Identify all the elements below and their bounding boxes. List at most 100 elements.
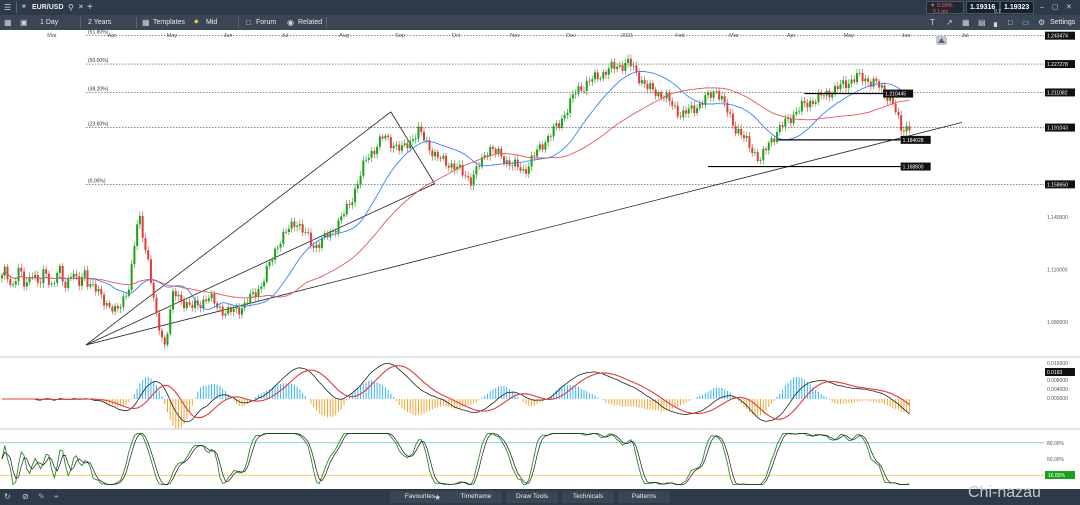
grid-icon[interactable]: ▦	[4, 18, 12, 27]
link-icon[interactable]: ▭	[1022, 18, 1030, 27]
candle-body	[92, 283, 95, 285]
close-window-icon[interactable]: ✕	[1066, 4, 1072, 11]
candle-body	[662, 97, 665, 99]
related-button[interactable]: Related	[298, 19, 323, 26]
candle-body	[235, 307, 238, 309]
text-tool-icon[interactable]: T	[930, 18, 935, 27]
candle-body	[632, 65, 635, 67]
stoch-value-label: 16.89%	[1048, 473, 1066, 479]
patterns-tab[interactable]: Patterns	[618, 491, 670, 503]
range-select[interactable]: 2 Years	[88, 19, 112, 26]
candle-body	[340, 216, 343, 221]
candle-body	[748, 136, 751, 148]
candle-body	[395, 144, 398, 146]
candle-body	[130, 264, 133, 290]
candle-body	[221, 306, 224, 316]
close-icon[interactable]: ✕	[78, 4, 84, 11]
menu-icon[interactable]: ☰	[4, 3, 12, 12]
draw-tools-tab[interactable]: Draw Tools	[506, 491, 558, 503]
candle-body	[290, 221, 293, 229]
scroll-up-icon[interactable]	[936, 36, 947, 45]
indicator-icon[interactable]: □	[1008, 18, 1013, 27]
candle-body	[566, 112, 569, 116]
candle-body	[759, 160, 762, 162]
candle-body	[718, 91, 721, 100]
candle-body	[274, 248, 277, 260]
candle-body	[387, 135, 390, 138]
candle-body	[97, 288, 100, 292]
templates-button[interactable]: Templates	[153, 19, 185, 26]
change-box: ▼ 0.09% 0.1 pts	[926, 1, 964, 15]
candle-body	[133, 246, 136, 265]
candle-body	[125, 295, 128, 297]
forum-button[interactable]: Forum	[256, 19, 277, 26]
level-tag	[900, 135, 931, 144]
candle-body	[778, 125, 781, 133]
divider	[136, 17, 137, 28]
candle-body	[489, 146, 492, 157]
candle-body	[144, 237, 147, 251]
candle-body	[580, 86, 583, 91]
candle-body	[210, 293, 213, 299]
candle-body	[12, 284, 15, 286]
candle-body	[323, 233, 326, 238]
disable-icon[interactable]: ⊘	[22, 492, 29, 501]
search-icon[interactable]: ⚲	[68, 3, 74, 12]
maximize-icon[interactable]: ▢	[1052, 4, 1059, 11]
candle-body	[618, 65, 621, 67]
bottom-bar: ↻ ⊘ ✎ ⌖ Favourites ★ Timeframe Draw Tool…	[0, 489, 1080, 505]
candle-body	[345, 203, 348, 215]
candle-body	[417, 126, 420, 139]
candle-body	[616, 66, 619, 70]
pencil-icon[interactable]: ✎	[38, 492, 45, 501]
candle-body	[544, 142, 547, 150]
candle-body	[376, 146, 379, 155]
layout-icon[interactable]: ▤	[978, 18, 986, 27]
crosshair-icon[interactable]: ⌖	[54, 492, 59, 501]
ask-button[interactable]: 1.19323	[1000, 1, 1034, 14]
candle-body	[276, 247, 279, 249]
candle-body	[207, 298, 210, 302]
candle-body	[414, 138, 417, 140]
trend-tool-icon[interactable]: ↗	[946, 18, 953, 27]
add-tab-icon[interactable]: +	[87, 2, 93, 13]
candle-body	[53, 282, 56, 284]
star-icon[interactable]: ★	[434, 493, 442, 502]
x-tick-label: Apr	[787, 33, 796, 39]
candle-body	[651, 83, 654, 90]
candle-body	[516, 159, 519, 168]
timeframe-tab[interactable]: Timeframe	[450, 491, 502, 503]
candle-body	[902, 130, 905, 132]
settings-button[interactable]: Settings	[1050, 19, 1076, 26]
symbol-label[interactable]: EUR/USD	[32, 4, 64, 11]
candle-body	[240, 308, 243, 315]
favourites-tab[interactable]: Favourites	[390, 491, 450, 503]
candle-body	[398, 144, 401, 151]
gear-icon[interactable]: ⚙	[1038, 18, 1046, 27]
price-chart[interactable]: Mar Apr May Jun Jul Aug Sep Oct Nov Dec 2021 Feb Mar…	[0, 30, 1080, 489]
candle-body	[803, 101, 806, 104]
scale-tool-icon[interactable]: ▦	[962, 18, 970, 27]
candle-body	[166, 333, 169, 345]
candle-body	[687, 108, 690, 114]
interval-select[interactable]: 1 Day	[40, 19, 59, 26]
candle-body	[127, 289, 130, 296]
candle-body	[293, 221, 296, 227]
expand-icon[interactable]: ▣	[20, 18, 28, 27]
x-tick-label: Jun	[224, 33, 233, 39]
candle-body	[737, 128, 740, 134]
candle-body	[36, 274, 39, 283]
candle-body	[356, 184, 359, 189]
chart-type-icon[interactable]: ▖	[994, 18, 1001, 27]
candle-body	[287, 228, 290, 232]
bid-button[interactable]: 1.19316	[966, 1, 1000, 14]
candle-body	[577, 86, 580, 94]
mid-button[interactable]: Mid	[206, 19, 218, 26]
candle-body	[668, 92, 671, 102]
technicals-tab[interactable]: Technicals	[562, 491, 614, 503]
candle-body	[122, 296, 125, 308]
candle-body	[257, 288, 260, 298]
minimize-icon[interactable]: –	[1040, 4, 1044, 11]
candle-body	[17, 267, 20, 282]
refresh-icon[interactable]: ↻	[4, 492, 11, 501]
